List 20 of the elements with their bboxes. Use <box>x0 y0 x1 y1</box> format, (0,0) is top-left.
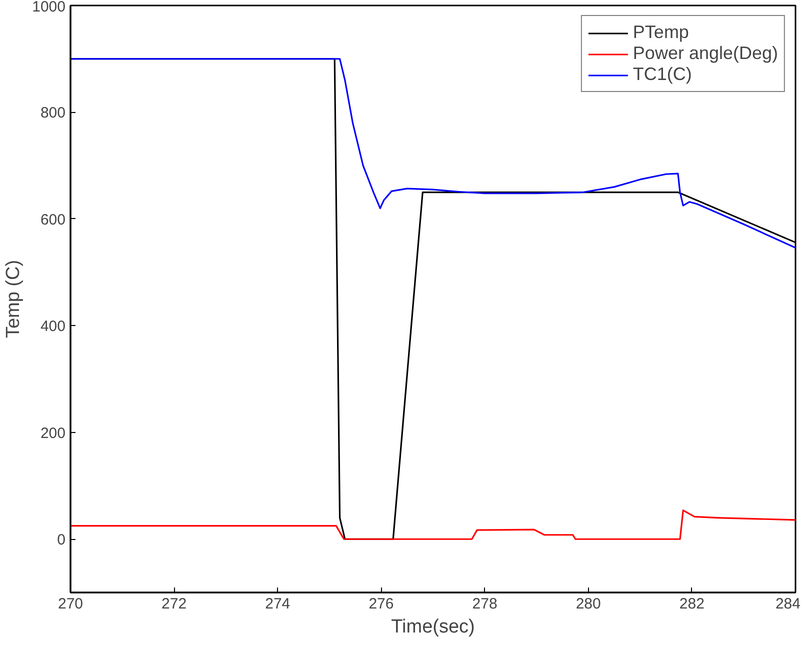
legend-label: TC1(C) <box>632 64 692 85</box>
y-tick-label: 600 <box>40 211 66 228</box>
x-tick-label: 274 <box>265 596 290 612</box>
legend-label: PTemp <box>632 22 689 43</box>
legend-label: Power angle(Deg) <box>632 43 778 64</box>
y-tick-label: 800 <box>40 104 66 122</box>
x-axis-title: Time(sec) <box>391 616 475 638</box>
y-tick-label: 400 <box>40 318 66 336</box>
y-tick-label: 200 <box>40 424 66 442</box>
x-tick-label: 282 <box>679 596 704 612</box>
y-tick-label: 0 <box>57 532 66 549</box>
y-axis-title: Temp (C) <box>3 260 24 338</box>
x-tick-label: 280 <box>576 596 601 612</box>
x-tick-label: 276 <box>368 596 394 612</box>
x-tick-label: 278 <box>472 596 498 612</box>
y-tick-label: 1000 <box>32 0 66 16</box>
x-tick-label: 284 <box>775 596 801 612</box>
line-series <box>70 510 796 540</box>
x-tick-label: 270 <box>58 596 84 612</box>
x-tick-label: 272 <box>162 596 187 612</box>
